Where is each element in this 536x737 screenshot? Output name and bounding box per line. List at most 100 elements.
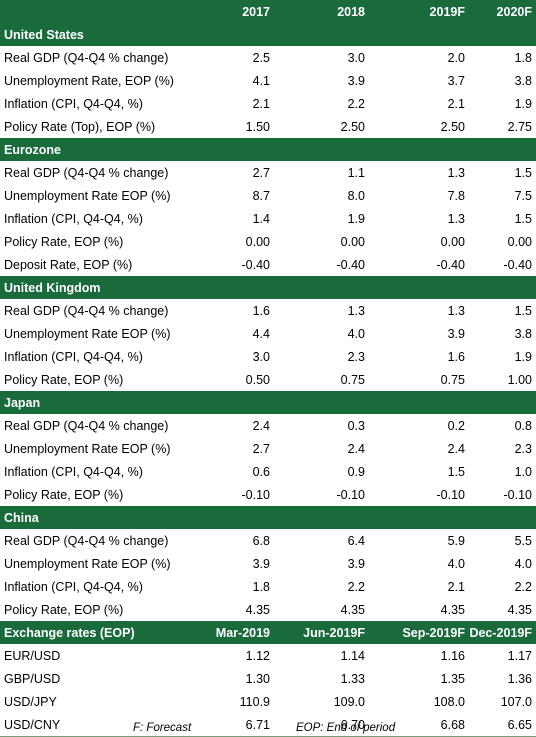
table-row-value: 1.1 xyxy=(347,165,365,180)
table-row-value: 4.0 xyxy=(347,326,365,341)
table-row-value: 1.9 xyxy=(514,96,532,111)
table-row: Inflation (CPI, Q4-Q4, %) 1.4 1.9 1.3 1.5 xyxy=(0,207,536,231)
footnote-eop: EOP: End of period xyxy=(296,722,396,734)
column-header-value: 2020F xyxy=(496,4,532,19)
fx-row: USD/JPY 110.9 109.0 108.0 107.0 xyxy=(0,690,536,714)
table-row-value: 1.6 xyxy=(252,303,270,318)
table-row-value: -0.10 xyxy=(336,487,366,502)
table-row-value: 0.3 xyxy=(347,418,365,433)
table-row-value: 1.5 xyxy=(514,303,532,318)
table-row-value: -0.40 xyxy=(241,257,271,272)
table-row-value: 1.0 xyxy=(514,464,532,479)
table-row-value: -0.10 xyxy=(503,487,533,502)
section-header-row: Eurozone xyxy=(0,138,536,161)
section-header-label: United States xyxy=(4,27,84,42)
table-row: Deposit Rate, EOP (%) -0.40 -0.40 -0.40 -0.4… xyxy=(0,253,536,277)
table-row-label: Real GDP (Q4-Q4 % change) xyxy=(4,303,169,318)
fx-header-value: Sep-2019F xyxy=(402,625,465,640)
table-row: Unemployment Rate EOP (%) 2.7 2.4 2.4 2.3 xyxy=(0,437,536,461)
table-row-value: 8.0 xyxy=(347,188,365,203)
table-row: Unemployment Rate EOP (%) 4.4 4.0 3.9 3.8 xyxy=(0,322,536,346)
table-row: Real GDP (Q4-Q4 % change) 2.4 0.3 0.2 0.8 xyxy=(0,414,536,438)
table-row: Real GDP (Q4-Q4 % change) 2.5 3.0 2.0 1.8 xyxy=(0,46,536,70)
table-row-label: Unemployment Rate, EOP (%) xyxy=(4,73,174,88)
fx-row-label: USD/CNY xyxy=(4,717,61,732)
table-row: Policy Rate, EOP (%) 4.35 4.35 4.35 4.35 xyxy=(0,598,536,622)
table-row-value: 0.8 xyxy=(514,418,532,433)
table-row-value: 3.7 xyxy=(447,73,465,88)
fx-row-value: 1.33 xyxy=(340,671,365,686)
table-row-value: 3.0 xyxy=(347,50,365,65)
table-row-label: Unemployment Rate EOP (%) xyxy=(4,556,171,571)
table-row-value: 2.50 xyxy=(440,119,465,134)
table-row-value: 4.35 xyxy=(507,602,532,617)
table-row-value: 1.6 xyxy=(447,349,465,364)
table-row-value: -0.40 xyxy=(503,257,533,272)
table-row: Inflation (CPI, Q4-Q4, %) 1.8 2.2 2.1 2.2 xyxy=(0,575,536,599)
fx-row-value: 109.0 xyxy=(333,694,365,709)
section-header-row: United States xyxy=(0,23,536,46)
table-row-label: Inflation (CPI, Q4-Q4, %) xyxy=(4,349,143,364)
table-row: Inflation (CPI, Q4-Q4, %) 0.6 0.9 1.5 1.0 xyxy=(0,460,536,484)
table-row-value: 2.4 xyxy=(252,418,270,433)
table-row-value: 2.3 xyxy=(347,349,365,364)
table-row-label: Policy Rate, EOP (%) xyxy=(4,372,124,387)
table-row-value: 0.00 xyxy=(340,234,365,249)
table-row-label: Unemployment Rate EOP (%) xyxy=(4,326,171,341)
table-row-label: Inflation (CPI, Q4-Q4, %) xyxy=(4,464,143,479)
column-header-value: 2018 xyxy=(337,4,365,19)
table-row-value: -0.10 xyxy=(436,487,466,502)
table-row-value: 0.2 xyxy=(447,418,465,433)
table-row-value: 2.75 xyxy=(507,119,532,134)
table-row-value: 1.9 xyxy=(514,349,532,364)
table-row-value: 1.5 xyxy=(514,165,532,180)
table-row-value: 4.35 xyxy=(245,602,270,617)
table-row-value: 1.3 xyxy=(347,303,365,318)
table-row-value: 1.8 xyxy=(252,579,270,594)
table-row-label: Unemployment Rate EOP (%) xyxy=(4,188,171,203)
table-row-value: 0.50 xyxy=(245,372,270,387)
table-row-value: 4.0 xyxy=(514,556,532,571)
footnote-forecast: F: Forecast xyxy=(133,722,192,734)
table-row-value: 1.4 xyxy=(252,211,270,226)
fx-header-value: Mar-2019 xyxy=(215,625,270,640)
table-row-value: 3.0 xyxy=(252,349,270,364)
table-row-value: 0.75 xyxy=(340,372,365,387)
table-row-value: 2.4 xyxy=(347,441,365,456)
table-row-value: 1.3 xyxy=(447,211,465,226)
fx-row-value: 6.68 xyxy=(440,717,465,732)
section-header-row: United Kingdom xyxy=(0,276,536,299)
table-row-value: 7.8 xyxy=(447,188,465,203)
fx-row-label: EUR/USD xyxy=(4,648,61,663)
fx-row-value: 107.0 xyxy=(500,694,532,709)
table-row-value: 1.50 xyxy=(245,119,270,134)
table-row: Inflation (CPI, Q4-Q4, %) 3.0 2.3 1.6 1.9 xyxy=(0,345,536,369)
table-row-label: Inflation (CPI, Q4-Q4, %) xyxy=(4,96,143,111)
table-row-value: 5.9 xyxy=(447,533,465,548)
fx-row-value: 1.14 xyxy=(340,648,365,663)
footnotes: F: Forecast EOP: End of period xyxy=(0,722,536,737)
table-row-value: 1.3 xyxy=(447,165,465,180)
table-row-value: 1.9 xyxy=(347,211,365,226)
table-row: Policy Rate, EOP (%) -0.10 -0.10 -0.10 -0.10 xyxy=(0,483,536,507)
table-row-value: 2.7 xyxy=(252,441,270,456)
fx-row-value: 6.70 xyxy=(340,717,365,732)
table-row-value: 5.5 xyxy=(514,533,532,548)
table-row-value: 3.9 xyxy=(347,556,365,571)
fx-row-value: 110.9 xyxy=(239,694,270,709)
table-row-value: 1.8 xyxy=(514,50,532,65)
table-row: Real GDP (Q4-Q4 % change) 1.6 1.3 1.3 1.5 xyxy=(0,299,536,323)
column-header-value: 2019F xyxy=(429,4,465,19)
table-row-value: -0.40 xyxy=(336,257,366,272)
table-row-value: 7.5 xyxy=(514,188,532,203)
table-row-label: Policy Rate, EOP (%) xyxy=(4,487,124,502)
table-row-value: 1.00 xyxy=(507,372,532,387)
fx-header-value: Jun-2019F xyxy=(303,625,365,640)
table-row-value: 6.4 xyxy=(347,533,365,548)
fx-row-label: USD/JPY xyxy=(4,694,57,709)
table-row-value: 3.8 xyxy=(514,326,532,341)
table-row-value: 0.6 xyxy=(252,464,270,479)
table-row-value: 2.1 xyxy=(447,579,465,594)
table-row-value: 6.8 xyxy=(252,533,270,548)
table-row-value: 4.0 xyxy=(447,556,465,571)
